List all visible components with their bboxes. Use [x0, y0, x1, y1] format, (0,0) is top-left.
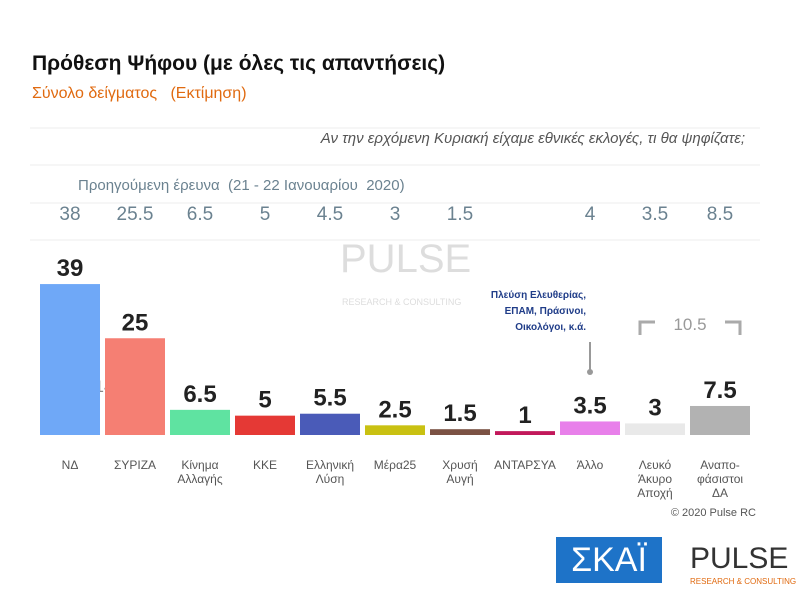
- bracket-label: 10.5: [673, 315, 706, 334]
- chart-title: Πρόθεση Ψήφου (με όλες τις απαντήσεις): [32, 52, 445, 75]
- category-label: Χρυσή Αυγή: [442, 458, 478, 486]
- note-dot: [587, 369, 593, 375]
- previous-value: 3.5: [642, 204, 668, 225]
- bar: [365, 425, 425, 435]
- bar: [235, 415, 295, 435]
- previous-value: 6.5: [187, 204, 213, 225]
- bar: [105, 338, 165, 435]
- previous-value: 25.5: [117, 204, 154, 225]
- value-label: 6.5: [183, 381, 216, 408]
- bar: [430, 429, 490, 435]
- bar: [690, 405, 750, 435]
- value-label: 25: [122, 309, 149, 336]
- bar: [300, 413, 360, 435]
- logo-pulse: PULSE: [690, 542, 788, 575]
- previous-value: 4.5: [317, 204, 343, 225]
- previous-value: 1.5: [447, 204, 473, 225]
- category-label: ΣΥΡΙΖΑ: [113, 458, 157, 472]
- category-label: ΑΝΤΑΡΣΥΑ: [494, 458, 556, 472]
- bar: [625, 423, 685, 435]
- value-label: 2.5: [378, 396, 411, 423]
- category-label: Κίνημα Αλλαγής: [177, 458, 223, 486]
- previous-value: 3: [390, 204, 401, 225]
- watermark-sub: RESEARCH & CONSULTING: [342, 297, 461, 307]
- logo-skai: ΣΚΑΪ: [571, 541, 647, 579]
- chart-subtitle: Σύνολο δείγματος (Εκτίμηση): [32, 85, 247, 102]
- category-label: Λευκό Άκυρο Αποχή: [637, 458, 673, 500]
- watermark: PULSE: [340, 237, 471, 281]
- category-label: ΚΚΕ: [252, 458, 277, 472]
- value-label: 3.5: [573, 392, 606, 419]
- category-label: Μέρα25: [373, 458, 417, 472]
- question: Αν την ερχόμενη Κυριακή είχαμε εθνικές ε…: [320, 130, 745, 147]
- background-lines: [30, 127, 760, 241]
- category-label: Ελληνική Λύση: [305, 458, 355, 486]
- value-label: 1: [518, 402, 531, 429]
- value-label: 1.5: [443, 400, 476, 427]
- bar: [170, 409, 230, 435]
- category-label: Άλλο: [576, 458, 604, 472]
- bar: [495, 431, 555, 435]
- previous-value: 8.5: [707, 204, 733, 225]
- logo-pulse-sub: RESEARCH & CONSULTING: [690, 577, 796, 586]
- copyright: © 2020 Pulse RC: [671, 507, 756, 519]
- bar: [40, 284, 100, 435]
- previous-value: 5: [260, 204, 271, 225]
- category-label: Αναπο- φάσιστοι ΔΑ: [696, 458, 744, 500]
- previous-value: 38: [59, 204, 80, 225]
- logo-skai-box: [556, 537, 662, 583]
- value-label: 3: [648, 394, 661, 421]
- value-label: 5: [258, 387, 271, 414]
- bar: [560, 421, 620, 435]
- previous-label: Προηγούμενη έρευνα (21 - 22 Ιανουαρίου 2…: [78, 177, 405, 194]
- value-label: 39: [57, 255, 84, 282]
- previous-value: 4: [585, 204, 596, 225]
- bracket: [638, 320, 742, 335]
- other-note: Πλεύση Ελευθερίας, ΕΠΑΜ, Πράσινοι, Οικολ…: [490, 290, 586, 333]
- value-label: 5.5: [313, 385, 346, 412]
- value-label: 7.5: [703, 377, 736, 404]
- category-label: ΝΔ: [61, 458, 79, 472]
